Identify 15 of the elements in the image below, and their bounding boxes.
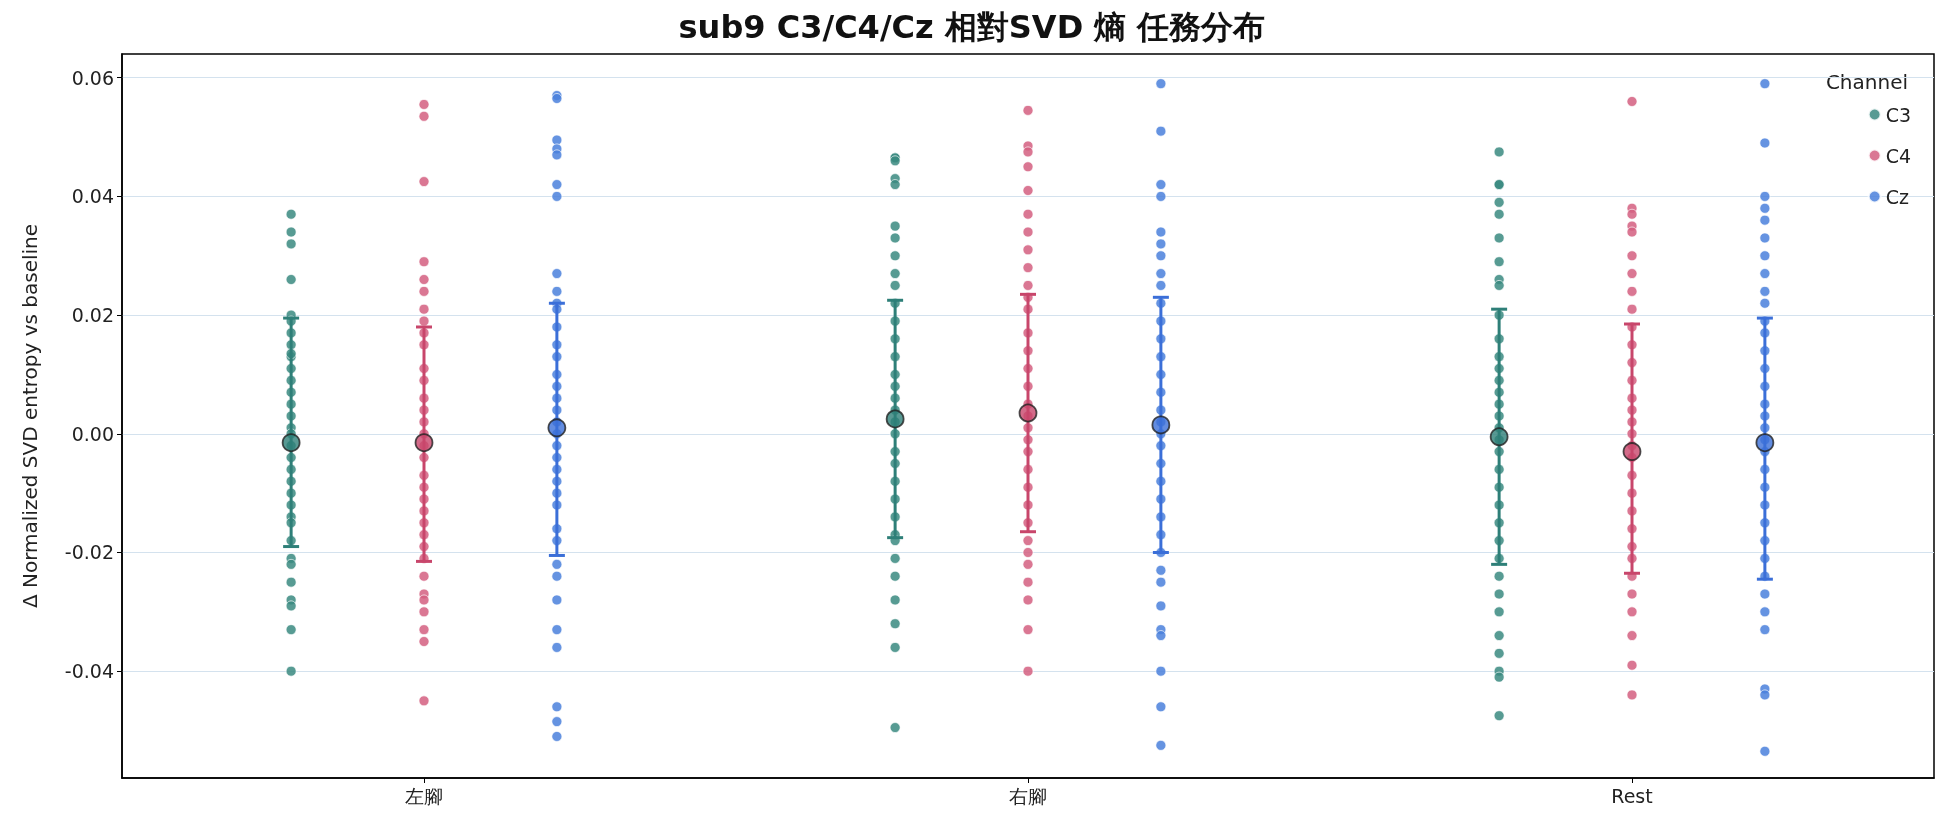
x-tick-label: Rest [1611,784,1653,807]
y-tick-label: -0.02 [64,541,114,564]
y-tick-label: 0.06 [71,66,114,89]
y-tick-label: -0.04 [64,660,114,683]
legend-label: C3 [1885,103,1911,126]
y-tick-label: 0.04 [71,185,114,208]
chart-title: sub9 C3/C4/Cz 相對SVD 熵 任務分布 [678,8,1266,46]
legend-title: Channel [1825,70,1908,94]
x-tick-label: 左腳 [405,784,443,807]
y-axis-title: Δ Normalized SVD entropy vs baseline [18,223,42,609]
y-tick-label: 0.02 [71,304,114,327]
legend-label: Cz [1885,185,1909,208]
x-tick-label: 右腳 [1009,784,1047,807]
y-tick-label: 0.00 [71,422,114,445]
legend-label: C4 [1885,144,1911,167]
